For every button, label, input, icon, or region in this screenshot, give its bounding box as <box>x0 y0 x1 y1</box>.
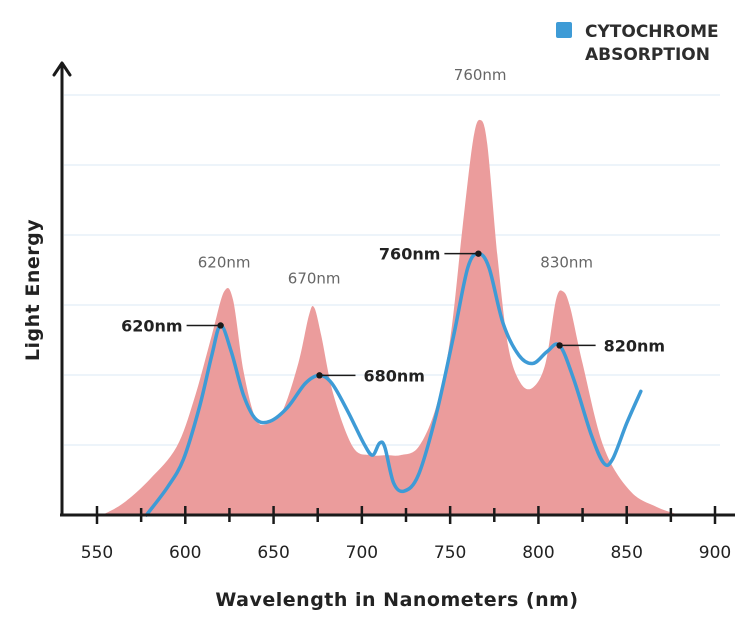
peak-label: 620nm <box>198 254 251 272</box>
y-axis-arrow <box>52 61 72 77</box>
gridlines <box>64 94 720 446</box>
callout-label: 760nm <box>379 245 440 264</box>
x-tick-label: 900 <box>699 543 731 563</box>
callout-label: 680nm <box>363 366 424 385</box>
peak-label: 760nm <box>454 66 507 84</box>
callout-dot <box>217 322 224 329</box>
x-tick-label: 700 <box>346 543 378 563</box>
legend-line-2: ABSORPTION <box>585 45 710 65</box>
x-tick-label: 550 <box>81 543 113 563</box>
y-axis-title: Light Energy <box>22 219 44 361</box>
callout-dot <box>316 372 323 379</box>
callout-labels: 620nm 680nm 760nm 820nm <box>121 245 665 386</box>
x-tick-label: 800 <box>522 543 554 563</box>
peak-label: 670nm <box>288 270 341 288</box>
callout-label: 620nm <box>121 316 182 335</box>
energy-area <box>102 119 680 515</box>
peak-labels: 620nm 670nm 760nm 830nm <box>198 66 593 287</box>
x-axis-title: Wavelength in Nanometers (nm) <box>215 589 578 611</box>
axes <box>52 61 735 517</box>
legend-line-1: CYTOCHROME <box>585 22 719 42</box>
peak-label: 830nm <box>540 254 593 272</box>
legend-swatch <box>556 22 572 38</box>
legend: CYTOCHROME ABSORPTION <box>556 22 719 65</box>
callout-label: 820nm <box>604 336 665 355</box>
x-tick-label: 850 <box>610 543 642 563</box>
x-tick-label: 600 <box>169 543 201 563</box>
x-tick-label: 750 <box>434 543 466 563</box>
callout-dot <box>475 250 482 257</box>
callout-dot <box>556 342 563 349</box>
x-tick-label: 650 <box>257 543 289 563</box>
x-axis-ticks: 550 600 650 700 750 800 850 900 <box>81 506 731 563</box>
